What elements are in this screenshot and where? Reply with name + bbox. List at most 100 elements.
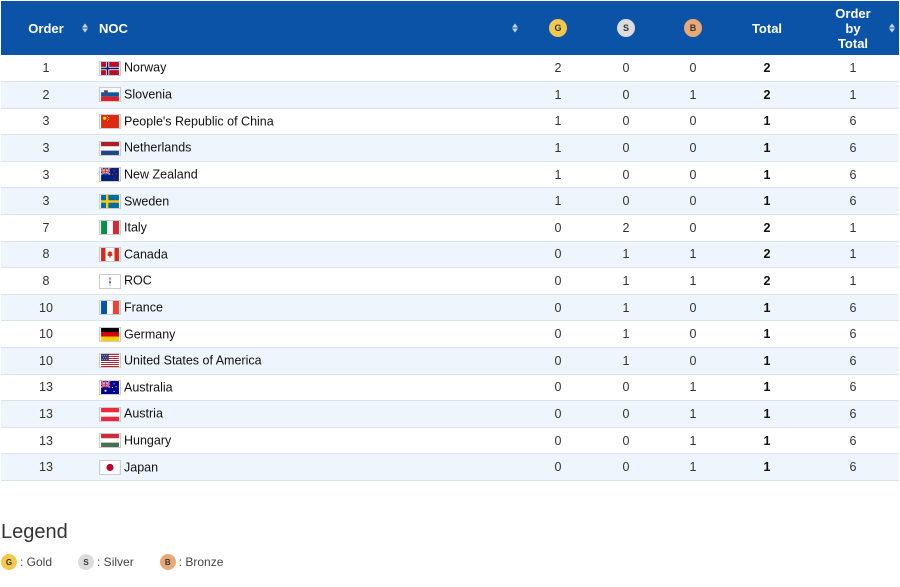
legend-item-bronze: B : Bronze <box>159 554 223 570</box>
medal-table-body: 1 Norway 2 0 0 2 1 2 Slovenia 1 0 1 2 1 3 People's Repu… <box>1 55 899 481</box>
order-by-total-cell: 6 <box>849 433 857 448</box>
column-header-gold[interactable]: G <box>523 1 593 55</box>
column-header-total[interactable]: Total <box>727 1 807 55</box>
table-row: 13 Australia 0 0 1 1 6 <box>1 374 899 401</box>
sort-icon[interactable] <box>512 23 518 33</box>
bronze-cell: 1 <box>689 433 697 448</box>
gold-medal-icon: G <box>1 554 17 570</box>
column-header-noc[interactable]: NOC <box>91 1 523 55</box>
gold-cell: 0 <box>554 220 562 235</box>
medal-table: Order NOC G S B Total <box>1 1 899 481</box>
order-cell: 10 <box>39 353 53 368</box>
total-cell: 1 <box>763 194 771 209</box>
legend: G : Gold S : Silver B : Bronze <box>1 554 249 570</box>
flag-hun-icon <box>99 433 121 449</box>
country-name[interactable]: Sweden <box>124 194 170 209</box>
gold-cell: 0 <box>554 460 562 475</box>
country-name[interactable]: Australia <box>124 380 173 395</box>
gold-cell: 0 <box>554 380 562 395</box>
total-cell: 1 <box>763 167 771 182</box>
flag-aus-icon <box>99 380 121 396</box>
gold-cell: 1 <box>554 87 562 102</box>
flag-usa-icon <box>99 353 121 369</box>
table-row: 3 New Zealand 1 0 0 1 6 <box>1 161 899 188</box>
total-cell: 1 <box>763 114 771 129</box>
total-cell: 1 <box>763 407 771 422</box>
noc-cell: ROC <box>91 268 523 295</box>
column-header-bronze[interactable]: B <box>659 1 727 55</box>
gold-cell: 1 <box>554 114 562 129</box>
flag-can-icon <box>99 247 121 263</box>
silver-cell: 1 <box>622 274 630 289</box>
noc-cell: Slovenia <box>91 82 523 109</box>
silver-medal-icon: S <box>617 19 635 37</box>
country-name[interactable]: United States of America <box>124 353 262 368</box>
total-cell: 1 <box>763 327 771 342</box>
order-by-total-cell: 6 <box>849 460 857 475</box>
bronze-cell: 0 <box>689 194 697 209</box>
noc-cell: Netherlands <box>91 135 523 162</box>
noc-cell: United States of America <box>91 348 523 375</box>
country-name[interactable]: Slovenia <box>124 87 172 102</box>
order-by-total-cell: 6 <box>849 167 857 182</box>
silver-cell: 0 <box>622 460 630 475</box>
order-cell: 3 <box>42 194 50 209</box>
silver-cell: 2 <box>622 220 630 235</box>
sort-icon[interactable] <box>889 23 895 33</box>
order-cell: 3 <box>42 141 50 156</box>
gold-cell: 0 <box>554 274 562 289</box>
noc-cell: Germany <box>91 321 523 348</box>
country-name[interactable]: Hungary <box>124 433 172 448</box>
bronze-cell: 1 <box>689 460 697 475</box>
country-name[interactable]: Norway <box>124 61 167 76</box>
noc-cell: Italy <box>91 215 523 242</box>
country-name[interactable]: Netherlands <box>124 141 192 156</box>
column-header-silver[interactable]: S <box>593 1 659 55</box>
flag-fra-icon <box>99 300 121 316</box>
gold-cell: 0 <box>554 300 562 315</box>
country-name[interactable]: Austria <box>124 407 163 422</box>
country-name[interactable]: Germany <box>124 327 176 342</box>
bronze-cell: 0 <box>689 327 697 342</box>
total-cell: 1 <box>763 141 771 156</box>
country-name[interactable]: New Zealand <box>124 167 198 182</box>
order-by-total-cell: 6 <box>849 380 857 395</box>
silver-medal-icon: S <box>78 554 95 570</box>
flag-roc-icon <box>99 273 121 289</box>
bronze-cell: 0 <box>689 353 697 368</box>
total-cell: 2 <box>763 87 771 102</box>
gold-cell: 0 <box>554 407 562 422</box>
country-name[interactable]: Japan <box>124 460 159 475</box>
country-name[interactable]: Canada <box>124 247 168 262</box>
noc-cell: New Zealand <box>91 161 523 188</box>
sort-icon[interactable] <box>82 23 88 33</box>
gold-cell: 0 <box>554 433 562 448</box>
country-name[interactable]: ROC <box>124 274 152 289</box>
column-header-order[interactable]: Order <box>1 1 91 55</box>
table-row: 8 Canada 0 1 1 2 1 <box>1 241 899 268</box>
bronze-cell: 0 <box>689 220 697 235</box>
table-row: 7 Italy 0 2 0 2 1 <box>1 214 899 242</box>
order-by-total-cell: 6 <box>849 353 857 368</box>
noc-cell: Canada <box>91 241 523 268</box>
flag-nzl-icon <box>99 167 121 183</box>
country-name[interactable]: France <box>124 300 163 315</box>
order-cell: 3 <box>42 114 50 129</box>
country-name[interactable]: Italy <box>124 220 147 235</box>
noc-cell: France <box>91 294 523 321</box>
order-cell: 13 <box>39 433 53 448</box>
total-cell: 1 <box>763 380 771 395</box>
order-cell: 1 <box>42 61 50 76</box>
gold-cell: 1 <box>554 167 562 182</box>
country-name[interactable]: People's Republic of China <box>124 114 274 129</box>
bronze-cell: 1 <box>689 247 697 262</box>
silver-cell: 1 <box>622 300 630 315</box>
total-cell: 1 <box>763 353 771 368</box>
flag-jpn-icon <box>99 459 121 475</box>
column-header-order-by-total[interactable]: Order by Total <box>807 1 899 55</box>
table-row: 3 People's Republic of China 1 0 0 1 6 <box>1 108 899 135</box>
flag-chn-icon <box>99 114 121 130</box>
noc-cell: Austria <box>91 401 523 428</box>
noc-cell: Hungary <box>91 427 523 454</box>
silver-cell: 0 <box>622 141 630 156</box>
